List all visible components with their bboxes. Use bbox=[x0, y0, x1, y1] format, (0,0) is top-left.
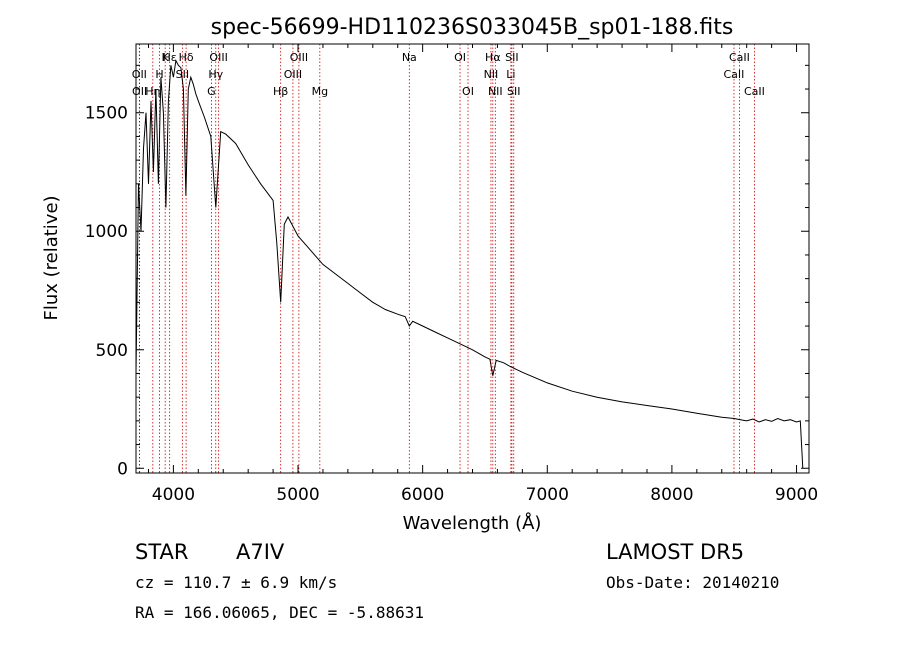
y-tick-label: 500 bbox=[96, 341, 128, 361]
object-type: STAR bbox=[135, 540, 189, 564]
line-marker-labels: HεK Hδ OIII OIII OI Hα SII CaII OII H SII Hγ OIII NII… bbox=[132, 51, 765, 98]
line-marker-label: NII bbox=[488, 85, 503, 98]
line-marker-label: OI bbox=[462, 85, 474, 98]
y-tick-label: 1000 bbox=[85, 222, 128, 242]
line-marker-label: NII bbox=[484, 68, 499, 81]
line-marker-label: G bbox=[207, 85, 216, 98]
x-axis-ticks: 4000 5000 6000 7000 8000 9000 bbox=[147, 44, 818, 505]
y-tick-label: 1500 bbox=[85, 104, 128, 124]
y-axis-ticks: 0 500 1000 1500 bbox=[85, 64, 809, 479]
line-marker-label: Hη bbox=[145, 85, 160, 98]
line-marker-label: CaII bbox=[724, 68, 745, 81]
plot-frame bbox=[135, 43, 810, 474]
line-marker-label: CaII bbox=[729, 51, 750, 64]
redshift-cz: cz = 110.7 ± 6.9 km/s bbox=[135, 573, 338, 592]
coordinates: RA = 166.06065, DEC = -5.88631 bbox=[135, 603, 424, 622]
x-tick-label: 9000 bbox=[775, 485, 818, 505]
line-marker-label: Mg bbox=[312, 85, 328, 98]
x-tick-label: 5000 bbox=[276, 485, 319, 505]
x-tick-label: 6000 bbox=[401, 485, 444, 505]
line-marker-label: OI bbox=[454, 51, 466, 64]
line-marker-label: SII bbox=[176, 68, 189, 81]
x-tick-label: 8000 bbox=[650, 485, 693, 505]
y-axis-label: Flux (relative) bbox=[41, 195, 62, 320]
line-marker-label: Na bbox=[402, 51, 417, 64]
line-marker-label: Hγ bbox=[208, 68, 223, 81]
survey-name: LAMOST DR5 bbox=[606, 540, 745, 564]
line-marker-label: Li bbox=[506, 68, 515, 81]
line-marker-label: OIII bbox=[209, 51, 227, 64]
line-marker-label: Hδ bbox=[179, 51, 194, 64]
line-markers bbox=[138, 44, 755, 473]
y-tick-label: 0 bbox=[117, 459, 128, 479]
x-tick-label: 7000 bbox=[526, 485, 569, 505]
line-marker-label: OII bbox=[132, 68, 147, 81]
spectrum-line bbox=[135, 59, 804, 469]
line-marker-label: SII bbox=[505, 51, 518, 64]
line-marker-label: Hα bbox=[485, 51, 501, 64]
x-axis-label: Wavelength (Å) bbox=[403, 512, 542, 534]
line-marker-label: H bbox=[155, 68, 163, 81]
chart-title: spec-56699-HD110236S033045B_sp01-188.fit… bbox=[211, 15, 734, 40]
object-subclass: A7IV bbox=[236, 540, 285, 564]
line-marker-label: Hβ bbox=[273, 85, 288, 98]
line-marker-label: Hε bbox=[163, 51, 177, 64]
line-marker-label: CaII bbox=[744, 85, 765, 98]
line-marker-label: OIII bbox=[290, 51, 308, 64]
line-marker-label: SII bbox=[507, 85, 520, 98]
line-marker-label: OIII bbox=[284, 68, 302, 81]
obs-date: Obs-Date: 20140210 bbox=[606, 573, 780, 592]
line-marker-label: K bbox=[162, 51, 170, 64]
x-tick-label: 4000 bbox=[152, 485, 195, 505]
